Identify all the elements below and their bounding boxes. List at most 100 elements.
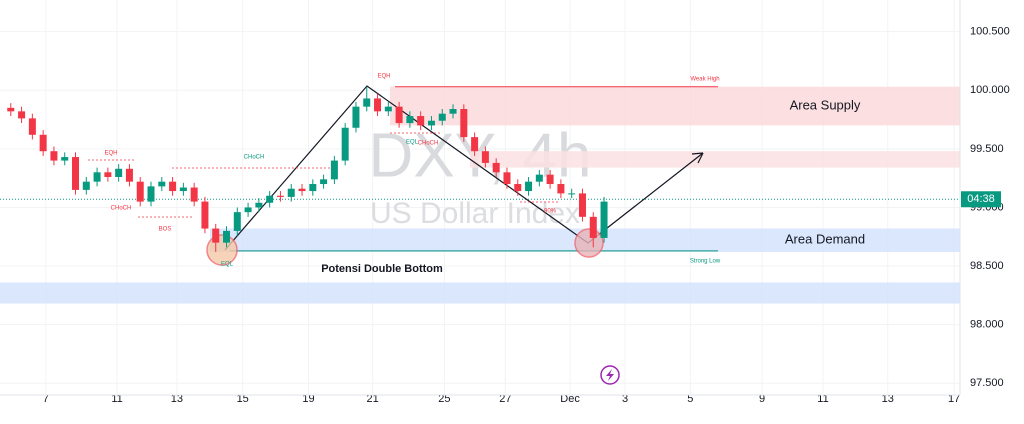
candle-body: [330, 160, 338, 180]
candle-body: [309, 184, 317, 192]
candle-body: [503, 172, 511, 185]
candle-body: [298, 188, 306, 192]
x-tick-label: 19: [302, 393, 314, 405]
annotation: BOS: [159, 227, 172, 233]
candle-body: [212, 228, 220, 243]
candle-body: [7, 107, 15, 112]
x-tick-label: Dec: [560, 393, 580, 405]
candle-body: [115, 168, 123, 177]
annotation: EQH: [104, 151, 117, 157]
candle-body: [481, 151, 489, 163]
annotation: EQL: [221, 262, 234, 268]
annotation: EQL: [406, 140, 419, 146]
candle-body: [568, 193, 576, 195]
x-tick-label: 9: [759, 393, 765, 405]
candle-body: [578, 193, 586, 217]
annotation: CHoCH: [244, 155, 265, 161]
candle-body: [233, 212, 241, 231]
y-tick-label: 98.000: [970, 319, 1004, 331]
candle-body: [384, 106, 392, 112]
candle-body: [158, 181, 166, 187]
candle-body: [39, 134, 47, 152]
candle-body: [449, 109, 457, 114]
candle-body: [341, 127, 349, 161]
candle-body: [179, 187, 187, 192]
candle-body: [374, 98, 382, 112]
candle-body: [276, 195, 284, 197]
x-tick-label: 11: [111, 393, 122, 405]
x-tick-label: 13: [882, 393, 894, 405]
level-label: Weak High: [690, 76, 719, 82]
zone-label: Area Demand: [785, 232, 865, 247]
y-tick-label: 97.500: [970, 377, 1004, 389]
annotation: CHoCH: [111, 206, 132, 212]
candle-body: [417, 116, 425, 126]
candle-body: [514, 184, 522, 192]
candle-body: [18, 111, 26, 119]
x-tick-label: 7: [43, 393, 49, 405]
zone-label: Area Supply: [790, 98, 861, 113]
countdown-box: [961, 191, 1001, 208]
candle-body: [395, 106, 403, 124]
countdown: 04:38: [967, 193, 995, 205]
candle-body: [201, 201, 209, 229]
candle-body: [492, 162, 500, 173]
candle-body: [287, 188, 295, 197]
x-tick-label: 13: [171, 393, 183, 405]
candle-body: [61, 157, 69, 161]
candle-body: [557, 184, 565, 194]
x-tick-label: 27: [499, 393, 511, 405]
candle-body: [255, 202, 263, 208]
x-tick-label: 21: [367, 393, 379, 405]
candle-body: [352, 106, 360, 128]
y-tick-label: 99.500: [970, 143, 1004, 155]
candle-body: [190, 187, 198, 202]
candle-body: [72, 157, 80, 190]
candle-body: [244, 207, 252, 213]
candle-body: [589, 216, 597, 238]
zone: [390, 86, 960, 126]
candle-body: [406, 116, 414, 124]
x-tick-label: 17: [948, 393, 960, 405]
candle-body: [169, 181, 177, 192]
candle-body: [136, 181, 144, 202]
candle-body: [28, 118, 36, 135]
candle-body: [125, 168, 133, 182]
x-tick-label: 3: [622, 393, 628, 405]
annotation: 90%: [544, 209, 557, 215]
level-label: Strong Low: [690, 258, 721, 264]
candle-body: [147, 186, 155, 202]
candle-body: [535, 174, 543, 182]
y-tick-label: 98.500: [970, 260, 1004, 272]
candle-body: [93, 172, 101, 182]
x-tick-label: 11: [817, 393, 828, 405]
x-tick-label: 5: [687, 393, 693, 405]
bottom-marker: [206, 234, 238, 266]
candle-body: [50, 151, 58, 161]
candle-body: [104, 172, 112, 177]
x-tick-label: 15: [237, 393, 249, 405]
x-tick-label: 25: [438, 393, 450, 405]
candle-body: [600, 201, 608, 238]
annotation: CHoCH: [418, 141, 439, 147]
candle-body: [546, 174, 554, 185]
candle-body: [82, 181, 90, 190]
y-tick-label: 100.000: [970, 84, 1010, 96]
watermark-subtitle: US Dollar Index: [370, 197, 580, 230]
arrow-head: [691, 152, 704, 164]
annotation: EQH: [377, 74, 390, 80]
candle-body: [223, 230, 231, 243]
zone: [0, 282, 960, 304]
candle-body: [427, 120, 435, 126]
bottom-marker: [574, 228, 604, 258]
candle-body: [363, 98, 371, 107]
zone: [470, 151, 960, 168]
candle-body: [460, 109, 468, 138]
candle-body: [471, 137, 479, 152]
annotation: Potensi Double Bottom: [321, 263, 443, 275]
candle-body: [525, 181, 533, 192]
candle-body: [266, 195, 274, 203]
candle-body: [320, 179, 328, 185]
